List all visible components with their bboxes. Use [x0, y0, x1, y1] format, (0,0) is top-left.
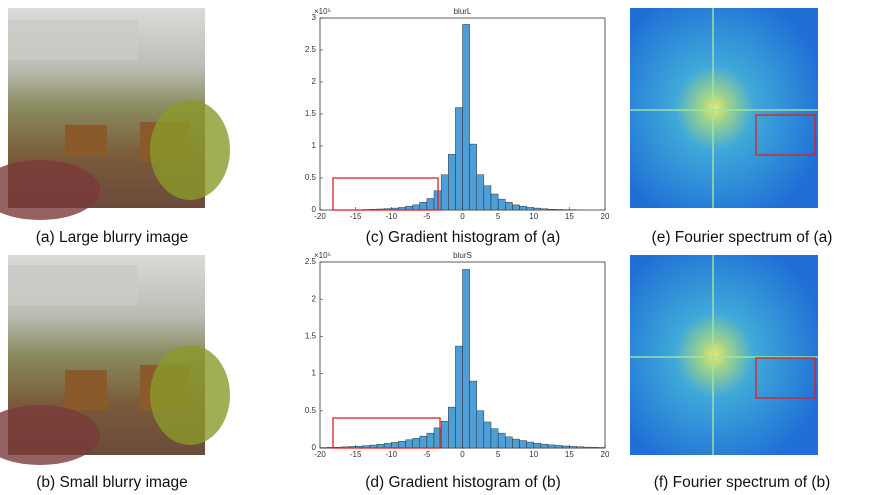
x-tick-label: 10: [529, 450, 538, 459]
bar: [491, 194, 498, 210]
x-tick-label: -5: [423, 450, 431, 459]
bar: [484, 186, 491, 210]
bar: [398, 441, 405, 448]
bar: [527, 442, 534, 448]
chart-title: blurL: [454, 7, 472, 16]
spectrum-f: [630, 255, 818, 455]
x-tick-label: 5: [496, 212, 501, 221]
bar: [470, 144, 477, 210]
y-tick-label: 2.5: [305, 45, 317, 54]
x-tick-label: 20: [601, 450, 610, 459]
bar: [391, 442, 398, 448]
caption: (f) Fourier spectrum of (b): [654, 474, 831, 491]
bar: [548, 209, 555, 210]
y-tick-label: 1: [312, 141, 317, 150]
bar: [455, 108, 462, 210]
bar: [413, 205, 420, 210]
y-tick-label: 0.5: [305, 406, 317, 415]
x-tick-label: -10: [385, 450, 397, 459]
bar: [406, 440, 413, 448]
bar: [477, 411, 484, 448]
x-tick-label: 15: [565, 212, 574, 221]
bar: [534, 443, 541, 448]
y-tick-label: 0: [312, 205, 317, 214]
x-tick-label: 5: [496, 450, 501, 459]
y-tick-label: 1.5: [305, 109, 317, 118]
figure: (a) Large blurry image (b) Small blurry …: [0, 0, 875, 495]
bar: [512, 439, 519, 448]
bar: [484, 422, 491, 448]
x-tick-label: -15: [350, 212, 362, 221]
bar: [555, 445, 562, 448]
x-tick-label: 20: [601, 212, 610, 221]
chart-title: blurS: [453, 251, 472, 260]
caption: (e) Fourier spectrum of (a): [652, 229, 833, 246]
y-tick-label: 0.5: [305, 173, 317, 182]
bar: [505, 437, 512, 448]
axis-multiplier: ×10⁵: [314, 251, 331, 260]
caption: (c) Gradient histogram of (a): [366, 229, 561, 246]
y-tick-label: 1: [312, 369, 317, 378]
bar: [591, 447, 598, 448]
x-tick-label: 10: [529, 212, 538, 221]
bar: [448, 407, 455, 448]
bar: [420, 436, 427, 448]
x-tick-label: -20: [314, 450, 326, 459]
bar: [577, 447, 584, 448]
bar: [420, 202, 427, 210]
x-tick-label: 0: [460, 212, 465, 221]
bar: [548, 445, 555, 448]
x-tick-label: -15: [350, 450, 362, 459]
bar: [384, 443, 391, 448]
photo-b: [0, 255, 230, 465]
x-tick-label: 0: [460, 450, 465, 459]
bar: [441, 421, 448, 448]
bar: [441, 175, 448, 210]
spectrum-e: [630, 8, 818, 208]
bar: [534, 208, 541, 210]
axis-multiplier: ×10⁵: [314, 7, 331, 16]
bar: [520, 441, 527, 448]
caption: (d) Gradient histogram of (b): [365, 474, 561, 491]
x-tick-label: -10: [385, 212, 397, 221]
bar: [413, 438, 420, 448]
bar: [427, 198, 434, 210]
x-tick-label: -20: [314, 212, 326, 221]
bar: [541, 209, 548, 210]
bar: [505, 202, 512, 210]
y-tick-label: 0: [312, 443, 317, 452]
bar: [448, 154, 455, 210]
caption: (b) Small blurry image: [36, 474, 188, 491]
bar: [491, 429, 498, 448]
bar: [541, 444, 548, 448]
y-tick-label: 2: [312, 294, 317, 303]
bar: [512, 205, 519, 210]
bar: [455, 346, 462, 448]
y-tick-label: 1.5: [305, 332, 317, 341]
bar: [584, 447, 591, 448]
bar: [527, 207, 534, 210]
x-tick-label: 15: [565, 450, 574, 459]
bar: [463, 24, 470, 210]
y-tick-label: 2: [312, 77, 317, 86]
bar: [569, 446, 576, 448]
bar: [498, 199, 505, 210]
bar: [520, 206, 527, 210]
bar: [555, 209, 562, 210]
bar: [562, 446, 569, 448]
bar: [477, 175, 484, 210]
bar: [427, 433, 434, 448]
caption: (a) Large blurry image: [36, 229, 188, 246]
x-tick-label: -5: [423, 212, 431, 221]
bar: [463, 269, 470, 448]
photo-a: [0, 8, 230, 220]
bar: [470, 381, 477, 448]
bar: [498, 433, 505, 448]
